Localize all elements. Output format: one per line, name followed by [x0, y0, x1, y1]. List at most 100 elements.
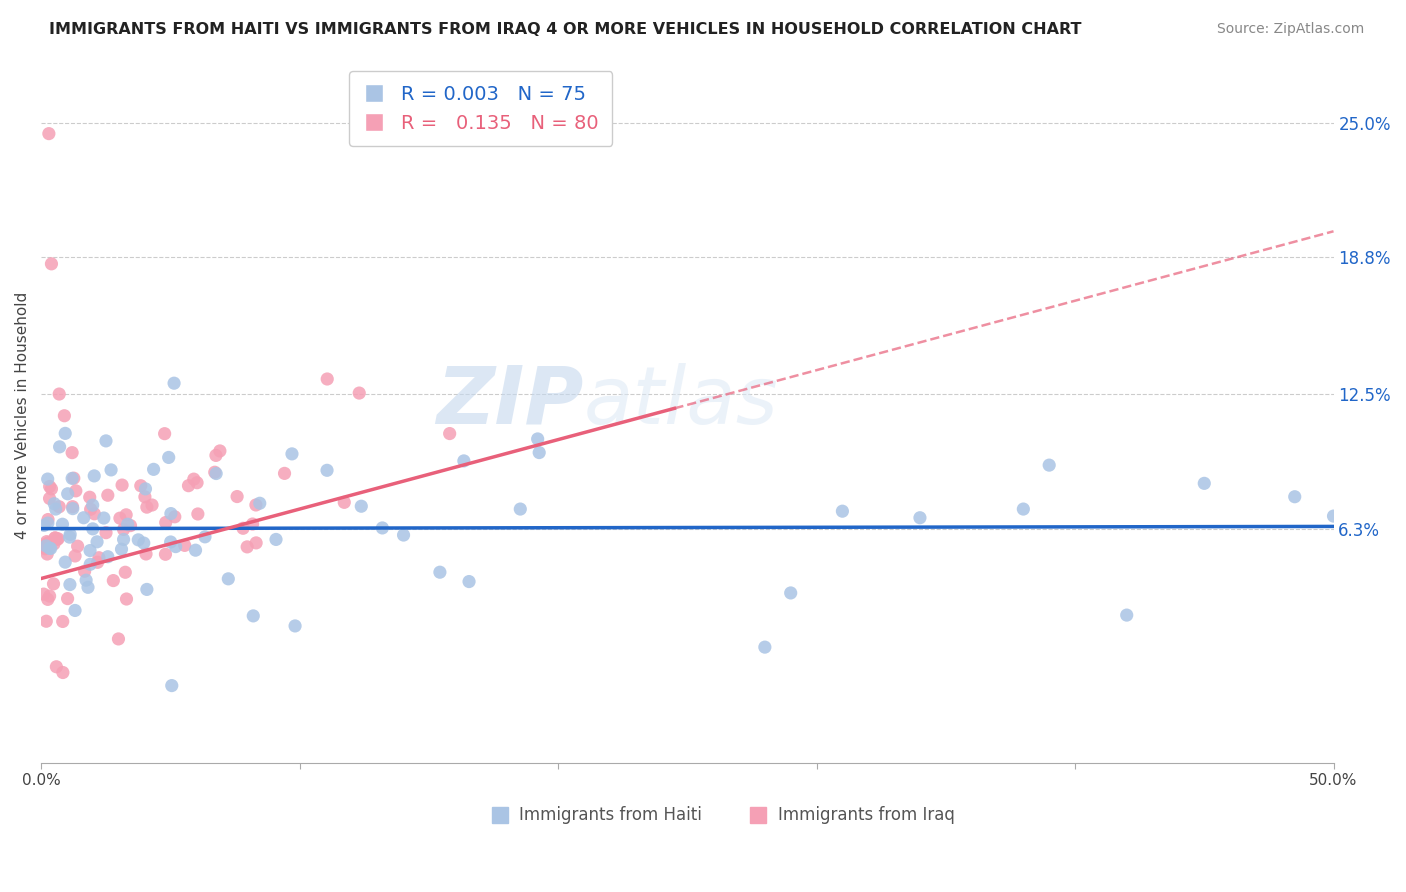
- Point: [110, 542, 132, 557]
- Point: [32, 540, 55, 554]
- Point: [62, 500, 84, 514]
- Point: [103, 574, 125, 588]
- Point: [184, 543, 207, 558]
- Point: [779, 586, 801, 600]
- Point: [37, 516, 59, 530]
- Point: [53, 426, 76, 441]
- Point: [112, 533, 135, 547]
- Point: [208, 444, 231, 458]
- Point: [38, 535, 60, 549]
- Point: [115, 508, 138, 522]
- Point: [42, 577, 65, 591]
- Text: Immigrants from Haiti: Immigrants from Haiti: [519, 806, 702, 824]
- Point: [39, 541, 62, 556]
- Point: [79, 558, 101, 572]
- Point: [163, 376, 186, 391]
- Point: [264, 533, 287, 547]
- Point: [79, 543, 101, 558]
- Point: [347, 386, 370, 401]
- Point: [165, 540, 187, 554]
- Point: [134, 482, 156, 496]
- Point: [59, 530, 82, 544]
- Point: [163, 509, 186, 524]
- Point: [35, 534, 58, 549]
- Point: [82, 522, 104, 536]
- Y-axis label: 4 or more Vehicles in Household: 4 or more Vehicles in Household: [15, 292, 30, 540]
- Point: [371, 521, 394, 535]
- Point: [35, 537, 58, 551]
- Point: [37, 547, 59, 561]
- Text: ZIP: ZIP: [436, 363, 583, 441]
- Point: [62, 471, 84, 485]
- Point: [129, 479, 152, 493]
- Point: [86, 534, 108, 549]
- Point: [60, 471, 83, 485]
- Text: IMMIGRANTS FROM HAITI VS IMMIGRANTS FROM IRAQ 4 OR MORE VEHICLES IN HOUSEHOLD CO: IMMIGRANTS FROM HAITI VS IMMIGRANTS FROM…: [49, 22, 1081, 37]
- Point: [51, 517, 73, 532]
- Point: [38, 589, 60, 603]
- Point: [159, 535, 181, 549]
- Point: [32, 518, 55, 533]
- Point: [42, 537, 65, 551]
- Point: [107, 632, 129, 646]
- Point: [160, 507, 183, 521]
- Point: [120, 518, 142, 533]
- Point: [37, 592, 59, 607]
- Point: [112, 523, 135, 537]
- Point: [316, 463, 339, 477]
- Point: [63, 549, 86, 563]
- Point: [48, 440, 70, 454]
- Point: [754, 640, 776, 654]
- Point: [38, 541, 60, 556]
- Point: [453, 454, 475, 468]
- Point: [45, 502, 67, 516]
- Point: [82, 498, 104, 512]
- Text: Source: ZipAtlas.com: Source: ZipAtlas.com: [1216, 22, 1364, 37]
- Point: [79, 502, 101, 516]
- Point: [111, 478, 134, 492]
- Point: [429, 565, 451, 579]
- Point: [41, 482, 63, 496]
- Point: [226, 490, 249, 504]
- Point: [242, 608, 264, 623]
- Point: [236, 540, 259, 554]
- Point: [83, 507, 105, 521]
- Point: [132, 536, 155, 550]
- Point: [245, 498, 267, 512]
- Point: [53, 555, 76, 569]
- Point: [38, 491, 60, 506]
- Point: [45, 660, 67, 674]
- Point: [115, 592, 138, 607]
- Point: [83, 469, 105, 483]
- Point: [63, 603, 86, 617]
- Point: [108, 511, 131, 525]
- Point: [37, 512, 59, 526]
- Point: [46, 533, 69, 547]
- Point: [41, 257, 63, 271]
- Point: [526, 432, 548, 446]
- Point: [458, 574, 481, 589]
- Point: [509, 502, 531, 516]
- Point: [97, 549, 120, 564]
- Point: [908, 510, 931, 524]
- Point: [141, 498, 163, 512]
- Point: [134, 490, 156, 504]
- Point: [114, 566, 136, 580]
- Point: [48, 500, 70, 514]
- Point: [100, 463, 122, 477]
- Point: [59, 577, 82, 591]
- Text: atlas: atlas: [583, 363, 779, 441]
- Point: [527, 445, 550, 459]
- Point: [333, 495, 356, 509]
- Point: [97, 488, 120, 502]
- Point: [1012, 502, 1035, 516]
- Point: [1115, 608, 1137, 623]
- Point: [242, 516, 264, 531]
- Point: [205, 467, 228, 481]
- Point: [34, 541, 56, 556]
- Point: [245, 536, 267, 550]
- Point: [273, 467, 295, 481]
- Point: [52, 665, 75, 680]
- Point: [186, 475, 208, 490]
- Point: [73, 564, 96, 578]
